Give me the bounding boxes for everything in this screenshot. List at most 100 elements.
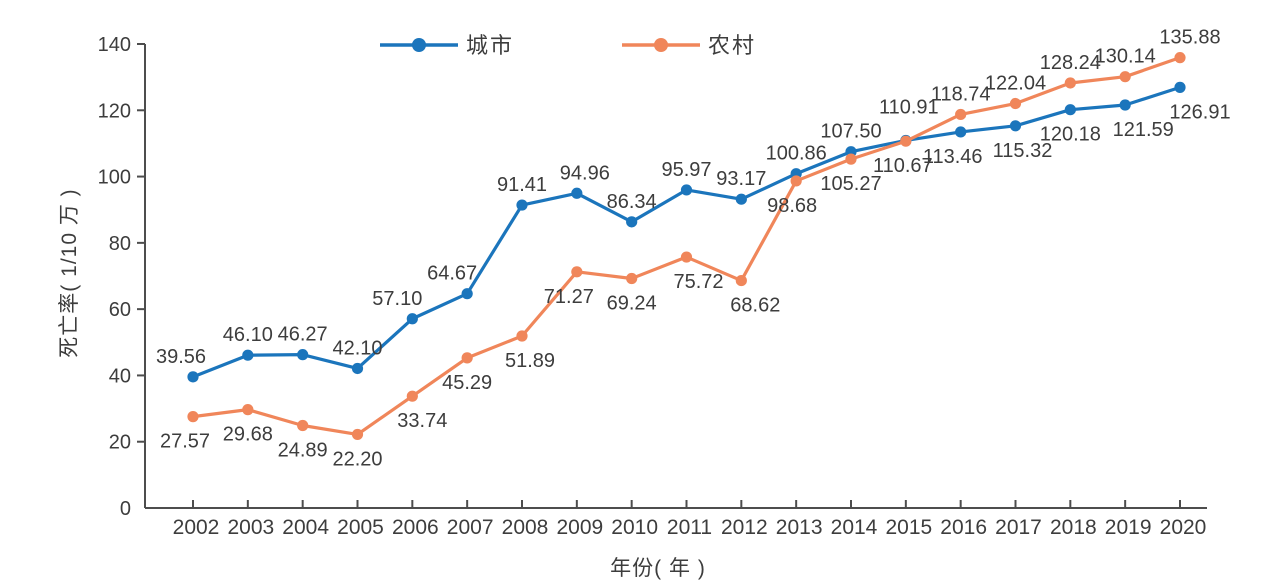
x-tick-label: 2005 xyxy=(337,516,384,539)
value-label: 100.86 xyxy=(766,143,827,165)
x-tick-label: 2003 xyxy=(227,516,274,539)
legend-item: 城市 xyxy=(380,33,514,58)
value-label: 135.88 xyxy=(1159,27,1220,49)
data-point xyxy=(406,390,418,402)
data-point xyxy=(1009,97,1022,110)
value-label: 98.68 xyxy=(767,195,817,217)
value-label: 86.34 xyxy=(607,191,657,213)
legend-item: 农村 xyxy=(622,33,756,58)
y-tick-label: 60 xyxy=(109,299,131,321)
value-label: 93.17 xyxy=(716,168,766,190)
data-point xyxy=(516,199,528,211)
data-point xyxy=(1174,52,1186,64)
data-point xyxy=(297,419,309,432)
data-point xyxy=(516,330,528,342)
x-tick-label: 2002 xyxy=(173,516,220,539)
value-label: 24.89 xyxy=(278,440,328,462)
value-label: 22.20 xyxy=(332,448,382,470)
y-axis-title: 死亡率( 1/10 万 ) xyxy=(58,188,81,358)
series-line-urban xyxy=(191,85,1182,379)
x-tick-label: 2020 xyxy=(1160,516,1207,539)
x-tick-label: 2013 xyxy=(776,516,823,539)
data-point xyxy=(351,362,364,375)
data-point xyxy=(571,187,583,199)
value-label: 130.14 xyxy=(1095,46,1156,68)
data-point xyxy=(900,135,912,147)
value-label: 42.10 xyxy=(332,337,382,359)
x-tick-label: 2007 xyxy=(447,516,494,539)
data-point xyxy=(406,313,418,325)
y-tick-label: 20 xyxy=(109,432,131,454)
data-point xyxy=(735,193,747,205)
data-point xyxy=(187,371,199,383)
y-tick-label: 120 xyxy=(98,100,131,122)
value-label: 46.10 xyxy=(223,324,273,346)
value-label: 68.62 xyxy=(730,295,780,317)
y-tick-label: 0 xyxy=(120,498,131,520)
data-point xyxy=(1064,104,1076,116)
x-tick-label: 2019 xyxy=(1105,516,1152,539)
value-label: 121.59 xyxy=(1113,119,1174,141)
data-point xyxy=(735,274,747,287)
value-label: 51.89 xyxy=(505,350,555,372)
value-label: 75.72 xyxy=(673,271,723,293)
x-tick-label: 2009 xyxy=(556,516,603,539)
data-point xyxy=(955,108,967,121)
x-tick-label: 2014 xyxy=(831,516,878,539)
x-tick-label: 2006 xyxy=(392,516,439,539)
value-label: 69.24 xyxy=(607,293,657,315)
data-point xyxy=(955,126,967,138)
value-label: 39.56 xyxy=(156,346,206,368)
data-point xyxy=(461,288,473,300)
value-label: 57.10 xyxy=(372,288,422,310)
value-label: 46.27 xyxy=(278,324,328,346)
data-point xyxy=(187,411,199,423)
data-point xyxy=(626,216,638,228)
value-label: 107.50 xyxy=(820,121,881,143)
x-axis-title: 年份( 年 ) xyxy=(610,557,706,580)
data-point xyxy=(242,404,254,416)
value-label: 105.27 xyxy=(820,173,881,195)
y-tick-label: 140 xyxy=(98,34,131,56)
x-tick-label: 2017 xyxy=(995,516,1042,539)
x-tick-label: 2016 xyxy=(940,516,987,539)
data-point xyxy=(242,349,254,361)
value-label: 115.32 xyxy=(993,140,1053,162)
value-label: 118.74 xyxy=(931,83,991,105)
value-label: 64.67 xyxy=(427,263,477,285)
data-point xyxy=(790,175,802,187)
value-label: 110.91 xyxy=(879,96,939,118)
data-point xyxy=(297,349,309,361)
data-point xyxy=(680,251,693,263)
value-label: 91.41 xyxy=(497,174,547,196)
value-label: 29.68 xyxy=(223,424,273,446)
x-tick-label: 2011 xyxy=(667,516,712,539)
x-tick-label: 2008 xyxy=(502,516,549,539)
data-point xyxy=(1119,71,1131,83)
value-label: 45.29 xyxy=(442,372,492,394)
legend-marker-icon xyxy=(412,38,426,52)
legend-label: 农村 xyxy=(708,33,756,58)
series-line-rural xyxy=(191,56,1182,437)
legend-marker-icon xyxy=(654,38,668,52)
data-point xyxy=(680,184,693,196)
legend-label: 城市 xyxy=(466,33,514,58)
data-point xyxy=(461,352,473,364)
data-point xyxy=(351,428,364,441)
x-tick-label: 2010 xyxy=(611,516,658,539)
value-label: 71.27 xyxy=(544,286,594,308)
x-tick-label: 2018 xyxy=(1050,516,1097,539)
value-label: 122.04 xyxy=(985,73,1046,95)
y-tick-label: 100 xyxy=(98,167,131,189)
value-label: 126.91 xyxy=(1169,101,1230,123)
value-label: 110.67 xyxy=(873,155,933,177)
x-tick-label: 2012 xyxy=(721,516,768,539)
data-point xyxy=(571,266,583,278)
value-label: 128.24 xyxy=(1040,52,1101,74)
data-point xyxy=(845,153,857,165)
data-point xyxy=(1064,77,1076,89)
y-tick-label: 80 xyxy=(109,233,131,255)
data-point xyxy=(1174,81,1186,93)
value-label: 95.97 xyxy=(661,159,711,181)
